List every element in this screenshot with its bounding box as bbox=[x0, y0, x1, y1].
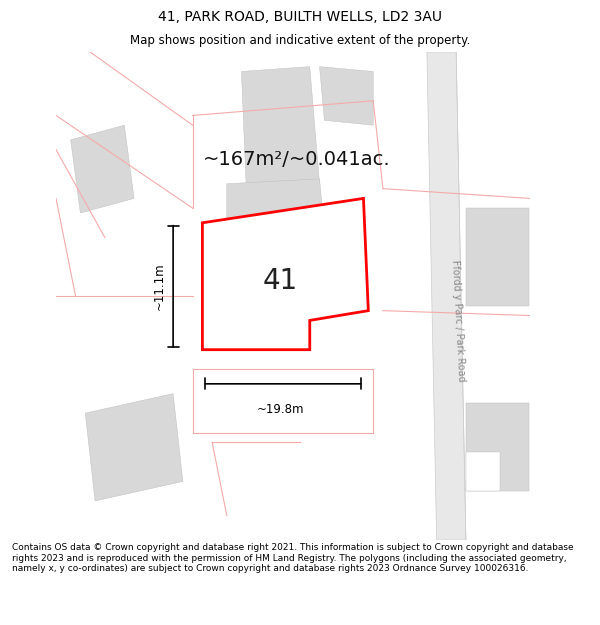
Text: ~19.8m: ~19.8m bbox=[257, 403, 304, 416]
Polygon shape bbox=[202, 198, 368, 349]
Text: 41, PARK ROAD, BUILTH WELLS, LD2 3AU: 41, PARK ROAD, BUILTH WELLS, LD2 3AU bbox=[158, 11, 442, 24]
Polygon shape bbox=[427, 52, 466, 540]
Polygon shape bbox=[85, 394, 183, 501]
Polygon shape bbox=[71, 125, 134, 213]
Polygon shape bbox=[466, 208, 529, 306]
Text: ~167m²/~0.041ac.: ~167m²/~0.041ac. bbox=[202, 150, 390, 169]
Polygon shape bbox=[466, 452, 500, 491]
Polygon shape bbox=[241, 67, 320, 189]
Text: ~11.1m: ~11.1m bbox=[153, 262, 166, 310]
Text: 41: 41 bbox=[263, 268, 298, 296]
Text: Ffordd y Parc / Park Road: Ffordd y Parc / Park Road bbox=[451, 259, 467, 382]
Text: Map shows position and indicative extent of the property.: Map shows position and indicative extent… bbox=[130, 34, 470, 47]
Polygon shape bbox=[466, 403, 529, 491]
Polygon shape bbox=[320, 67, 373, 125]
Polygon shape bbox=[227, 179, 329, 286]
Text: Contains OS data © Crown copyright and database right 2021. This information is : Contains OS data © Crown copyright and d… bbox=[12, 543, 574, 573]
